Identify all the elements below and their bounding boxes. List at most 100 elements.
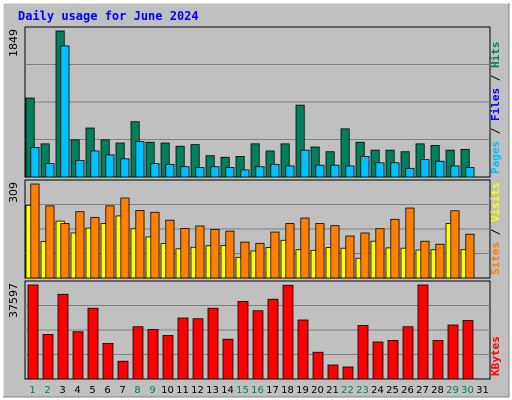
series-legend-part: / <box>489 68 502 88</box>
bar-hits <box>325 151 335 178</box>
bar-kbytes <box>327 364 339 380</box>
bar-files <box>465 167 475 178</box>
bar-kbytes <box>42 334 54 380</box>
bar-files <box>165 163 175 178</box>
day-label: 2 <box>44 385 50 396</box>
bar-sites <box>435 243 445 279</box>
bar-files <box>390 162 400 178</box>
y-axis-max-label: 37597 <box>7 283 20 318</box>
bar-kbytes <box>267 298 279 380</box>
bar-hits <box>310 146 320 178</box>
bar-files <box>75 160 85 178</box>
bar-kbytes <box>357 325 369 380</box>
bar-files <box>30 146 40 178</box>
bar-sites <box>225 230 235 279</box>
bar-sites <box>135 210 145 279</box>
bar-sites <box>210 228 220 279</box>
bar-sites <box>465 233 475 279</box>
bar-kbytes <box>177 317 189 380</box>
bar-sites <box>90 217 100 279</box>
bar-kbytes <box>342 366 354 380</box>
bar-hits <box>445 149 455 178</box>
bar-files <box>240 169 250 178</box>
bar-hits <box>250 143 260 178</box>
day-label: 12 <box>191 385 204 396</box>
series-legend-part: / <box>489 222 502 242</box>
bar-kbytes <box>462 320 474 380</box>
bar-files <box>315 164 325 178</box>
series-legend-part: Visits <box>489 182 502 222</box>
day-axis: 1 2 3 4 5 6 7 8 9 10 11 12 13 14 15 16 17 18 19 20 21 22 23 24 2… <box>29 385 489 396</box>
bar-sites <box>345 235 355 279</box>
series-legend-part: Sites <box>489 242 502 275</box>
day-label: 21 <box>326 385 339 396</box>
day-label: 4 <box>74 385 80 396</box>
day-label: 30 <box>461 385 474 396</box>
bar-kbytes <box>387 340 399 380</box>
bar-sites <box>30 183 40 279</box>
bar-files <box>435 160 445 178</box>
chart-title: Daily usage for June 2024 <box>18 9 199 23</box>
series-legend-label: Pages / Files / Hits <box>489 42 502 175</box>
bar-kbytes <box>147 329 159 380</box>
series-legend-part: Hits <box>489 42 502 69</box>
day-label: 16 <box>251 385 264 396</box>
bar-hits <box>40 143 50 178</box>
day-label: 3 <box>59 385 65 396</box>
day-label: 1 <box>29 385 35 396</box>
bar-files <box>255 166 265 178</box>
bar-hits <box>70 139 80 178</box>
bar-sites <box>315 223 325 279</box>
day-label: 5 <box>89 385 95 396</box>
day-label: 25 <box>386 385 399 396</box>
bar-sites <box>285 223 295 279</box>
bar-hits <box>340 128 350 178</box>
bar-hits <box>295 104 305 178</box>
bar-hits <box>400 151 410 178</box>
day-label: 6 <box>104 385 110 396</box>
bar-kbytes <box>27 284 39 380</box>
bar-files <box>135 141 145 178</box>
bar-kbytes <box>132 326 144 380</box>
day-label: 31 <box>476 385 489 396</box>
bar-hits <box>460 148 470 178</box>
bar-files <box>195 167 205 178</box>
bar-files <box>375 162 385 178</box>
bar-kbytes <box>372 341 384 380</box>
y-axis-max-label: 1849 <box>7 29 20 57</box>
bar-sites <box>420 240 430 279</box>
bar-kbytes <box>72 331 84 380</box>
bar-sites <box>390 218 400 279</box>
bar-sites <box>360 232 370 279</box>
bar-sites <box>120 197 130 279</box>
day-label: 8 <box>134 385 140 396</box>
bar-hits <box>235 156 245 178</box>
day-label: 15 <box>236 385 249 396</box>
bar-files <box>285 165 295 178</box>
day-label: 28 <box>431 385 444 396</box>
day-label: 7 <box>119 385 125 396</box>
bar-sites <box>330 225 340 279</box>
day-label: 10 <box>161 385 174 396</box>
bar-kbytes <box>282 284 294 380</box>
bar-sites <box>195 225 205 279</box>
day-label: 27 <box>416 385 429 396</box>
bar-files <box>300 149 310 178</box>
bar-hits <box>175 145 185 178</box>
bar-files <box>330 164 340 178</box>
day-label: 24 <box>371 385 384 396</box>
bar-sites <box>45 205 55 279</box>
bar-sites <box>180 228 190 279</box>
bar-kbytes <box>222 338 234 380</box>
day-label: 14 <box>221 385 234 396</box>
bar-sites <box>300 217 310 279</box>
sites-visits-panel: 309 Sites / Visits <box>7 179 502 279</box>
day-label: 13 <box>206 385 219 396</box>
bar-kbytes <box>402 326 414 380</box>
day-label: 9 <box>149 385 155 396</box>
bar-hits <box>145 141 155 178</box>
bar-kbytes <box>57 293 69 380</box>
bar-sites <box>270 231 280 279</box>
